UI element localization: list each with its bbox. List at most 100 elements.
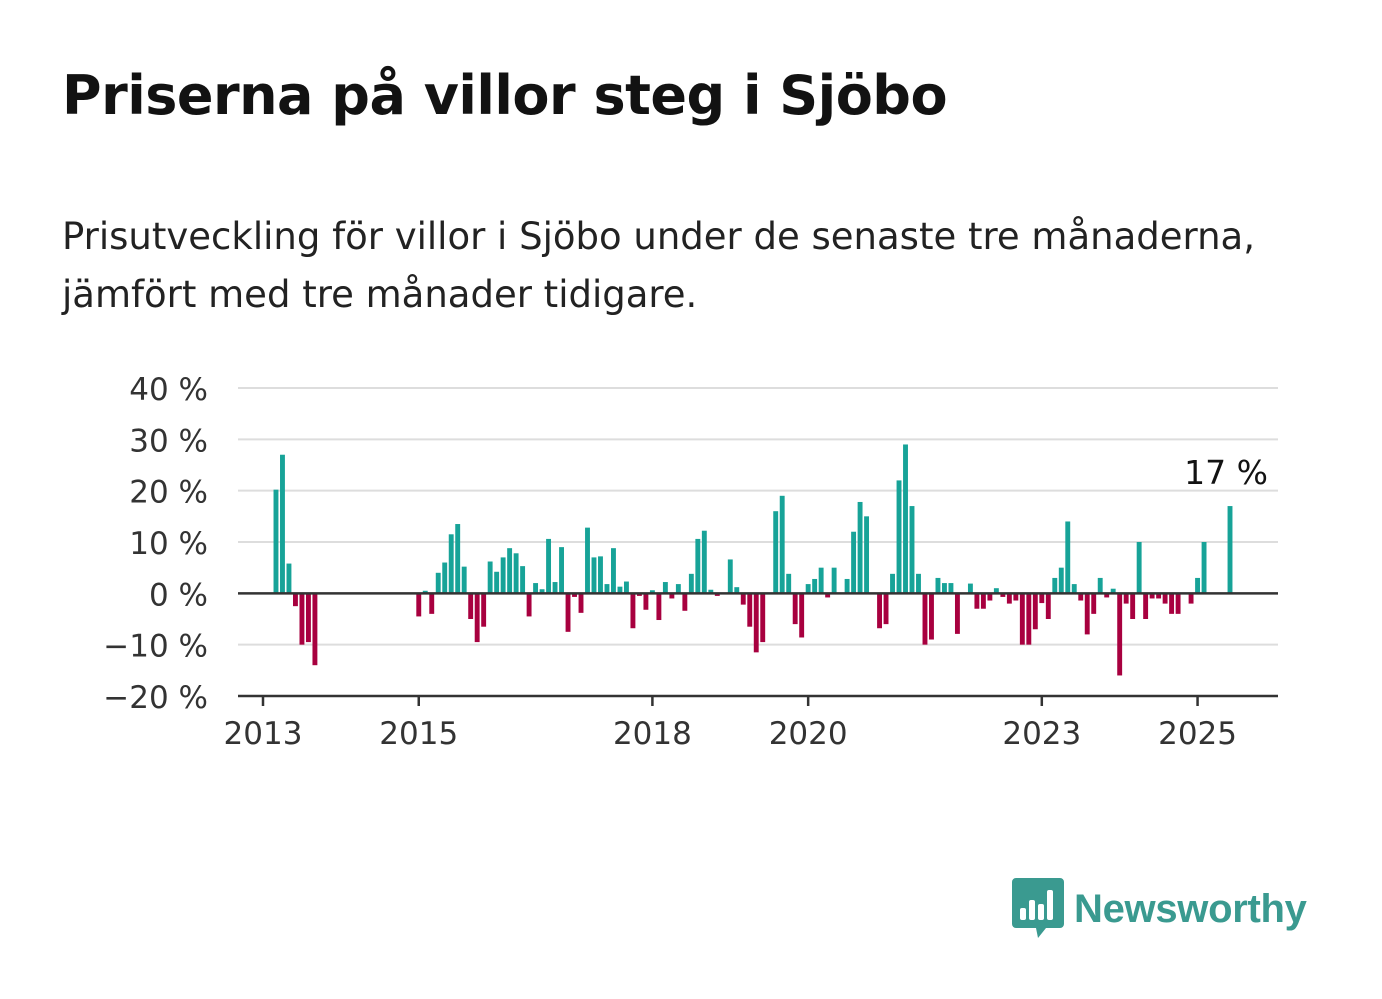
bar [481, 593, 487, 627]
bar [1071, 584, 1077, 594]
x-tick-label: 2025 [1158, 716, 1237, 752]
bar [1156, 593, 1162, 599]
bar [520, 566, 526, 594]
bar [1201, 542, 1207, 594]
bar [1104, 593, 1110, 598]
bar-chart-speech-bubble-icon [1012, 878, 1064, 938]
y-tick-label: −20 % [103, 680, 208, 716]
bar [857, 501, 863, 594]
bar [1149, 593, 1155, 599]
x-tick-label: 2013 [224, 716, 303, 752]
bar [565, 593, 571, 632]
y-tick-label: 20 % [129, 475, 208, 511]
bar [1091, 593, 1097, 614]
bar [864, 516, 870, 594]
bar [831, 567, 837, 594]
chart-title: Priserna på villor steg i Sjöbo [62, 64, 948, 127]
bar [442, 562, 448, 594]
bar [760, 593, 766, 643]
newsworthy-logo: Newsworthy [1012, 878, 1307, 940]
bar [435, 572, 441, 594]
bar [662, 582, 668, 594]
annotations: 17 % [1180, 449, 1272, 496]
bar [461, 566, 467, 594]
bar [1039, 593, 1045, 604]
bar [890, 573, 895, 594]
bar [507, 548, 513, 594]
x-tick-label: 2015 [379, 716, 458, 752]
bar [1026, 593, 1032, 645]
bar [1065, 521, 1071, 594]
bar [786, 573, 792, 594]
bar [617, 586, 623, 594]
bar [929, 593, 934, 640]
bar [1130, 593, 1136, 619]
bar [916, 573, 921, 594]
bar [585, 527, 590, 594]
bar [1195, 577, 1201, 594]
bar [1097, 577, 1103, 594]
bar [883, 593, 889, 625]
bar [714, 593, 720, 596]
bar [877, 593, 882, 629]
bar [773, 511, 779, 594]
bar [747, 593, 753, 627]
bar [280, 454, 285, 594]
bar [1227, 506, 1233, 594]
bar [468, 593, 474, 619]
y-tick-label: 10 % [129, 526, 208, 562]
bar [792, 593, 798, 625]
bar [1032, 593, 1038, 630]
bar [1175, 593, 1181, 614]
bar [1117, 593, 1123, 676]
x-tick-label: 2018 [613, 716, 692, 752]
bar [546, 538, 552, 594]
bar [734, 587, 740, 594]
bar [987, 593, 993, 601]
y-tick-label: 40 % [129, 372, 208, 408]
bar [1019, 593, 1025, 645]
bar [598, 556, 603, 594]
bar [896, 480, 902, 594]
bar [753, 593, 759, 653]
bar-chart: 40 %30 %20 %10 %0 %−10 %−20 % 2013 2015 20… [103, 372, 1278, 752]
x-tick-label: 2020 [769, 716, 848, 752]
bar [922, 593, 928, 645]
bars [273, 444, 1233, 676]
bar [293, 593, 298, 607]
bar [1162, 593, 1168, 604]
bar [1078, 593, 1084, 601]
bar [695, 538, 701, 594]
bar [993, 588, 999, 594]
bar [1006, 593, 1012, 604]
bar [727, 559, 733, 594]
bar [669, 593, 675, 599]
bar [572, 593, 577, 597]
bar [416, 593, 422, 617]
bar [487, 561, 493, 594]
bar [851, 531, 857, 594]
bar [974, 593, 980, 609]
bar [286, 563, 292, 594]
bar [578, 593, 584, 613]
bar [1136, 542, 1142, 594]
bar [1123, 593, 1129, 604]
bar [708, 589, 714, 594]
bar [630, 593, 636, 629]
bar [1045, 593, 1051, 619]
x-axis-labels: 2013 2015 2018 2020 2023 2025 [224, 716, 1237, 752]
bar [643, 593, 649, 610]
bar [604, 584, 610, 594]
bar [818, 567, 824, 594]
bar [299, 593, 305, 645]
bar [513, 553, 519, 594]
bar [675, 584, 681, 594]
bar [701, 530, 707, 594]
bar [1143, 593, 1149, 619]
bar [980, 593, 986, 609]
bar [1110, 588, 1116, 594]
bar [682, 593, 688, 611]
bar [312, 593, 318, 666]
bar [1084, 593, 1090, 635]
axes [238, 592, 1278, 706]
